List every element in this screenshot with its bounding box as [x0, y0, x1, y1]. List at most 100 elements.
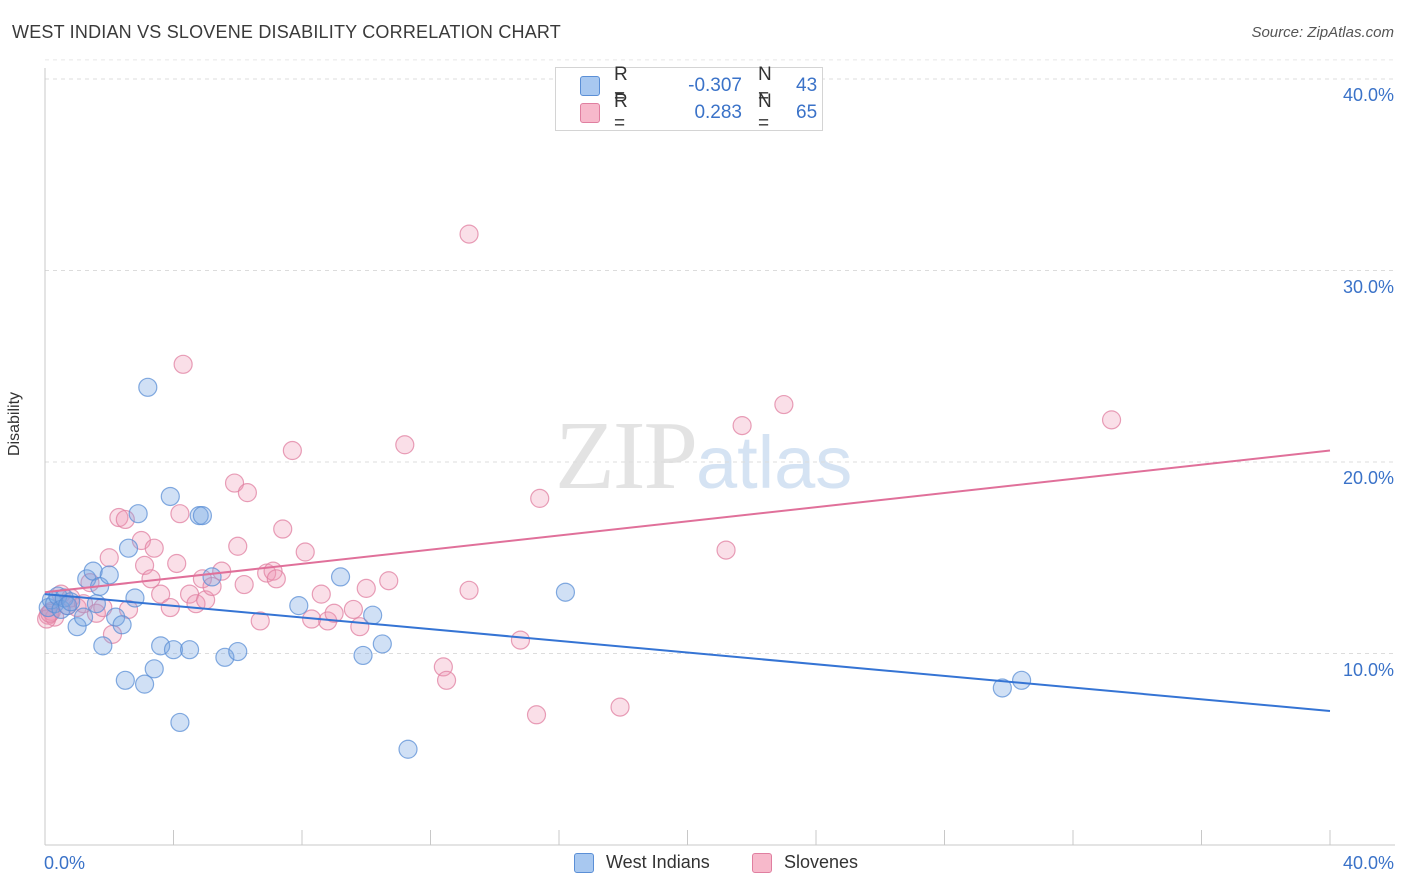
- west-indian-point: [192, 506, 213, 526]
- legend-r-label: R =: [614, 91, 628, 134]
- west-indian-point: [125, 588, 145, 608]
- slovene-point: [379, 571, 399, 591]
- legend-item-slovenes[interactable]: Slovenes: [752, 852, 858, 873]
- west-indian-point: [144, 659, 164, 679]
- legend-swatch-pink: [580, 103, 600, 123]
- slovenes-points: [37, 224, 1122, 725]
- axes: [44, 68, 1395, 846]
- west-indian-point: [115, 670, 135, 690]
- west-indian-point: [372, 634, 392, 654]
- slovene-point: [436, 670, 457, 690]
- west-indian-point: [353, 645, 373, 666]
- slovene-point: [732, 416, 752, 436]
- slovene-point: [324, 603, 344, 623]
- west-indian-point: [106, 607, 126, 627]
- slovene-point: [173, 354, 193, 374]
- y-tick-label: 40.0%: [1342, 85, 1394, 105]
- west-indian-point: [179, 640, 200, 660]
- west-indian-point: [363, 605, 383, 625]
- slovene-point: [144, 538, 164, 558]
- y-tick-label: 20.0%: [1342, 468, 1394, 488]
- slovene-point: [160, 597, 180, 618]
- legend-r-label: R =: [614, 64, 628, 107]
- slovene-point: [459, 224, 479, 244]
- west-indian-point: [163, 640, 184, 660]
- west-indian-point: [160, 486, 180, 507]
- west-indian-point: [151, 636, 171, 656]
- slovene-point: [459, 580, 479, 600]
- west-indian-point: [134, 674, 155, 694]
- watermark-zip: ZIP: [555, 402, 698, 510]
- slovene-point: [151, 584, 171, 604]
- x-tick-label-min: 0.0%: [44, 853, 86, 873]
- west-indian-point: [138, 377, 158, 397]
- x-tick-label-max: 40.0%: [1342, 853, 1394, 873]
- west-indian-point: [112, 615, 132, 635]
- slovene-point: [343, 599, 363, 620]
- source-label: Source: ZipAtlas.com: [1251, 24, 1394, 41]
- slovenes-trend-line: [44, 449, 1331, 594]
- legend-swatch-blue: [574, 852, 594, 873]
- slovene-point: [266, 569, 286, 589]
- slovene-point: [311, 584, 331, 604]
- slovene-point: [610, 697, 630, 717]
- slovene-point: [282, 440, 302, 461]
- slovene-point: [295, 542, 315, 562]
- legend-r-value: 0.283: [694, 102, 742, 123]
- slovene-point: [356, 578, 376, 598]
- legend-label: West Indians: [606, 852, 710, 872]
- trend-lines: [44, 449, 1331, 712]
- slovene-point: [141, 569, 161, 589]
- slovene-point: [526, 705, 547, 725]
- slovene-point: [395, 435, 415, 455]
- slovene-point: [237, 483, 257, 503]
- slovene-point: [224, 473, 245, 493]
- west-indian-point: [398, 739, 418, 759]
- legend-item-west-indians[interactable]: West Indians: [574, 852, 710, 873]
- legend-n-label: N =: [758, 91, 772, 134]
- west-indian-point: [1011, 670, 1032, 690]
- slovene-point: [167, 553, 187, 574]
- west-indian-point: [170, 712, 190, 733]
- y-tick-label: 30.0%: [1342, 276, 1394, 297]
- watermark: ZIPatlas: [555, 400, 852, 512]
- slovene-point: [716, 540, 736, 560]
- legend-r-value: -0.307: [688, 75, 742, 96]
- west-indian-point: [93, 636, 113, 656]
- legend-n-label: N =: [758, 64, 772, 107]
- slovene-point: [228, 536, 248, 556]
- chart-title: WEST INDIAN VS SLOVENE DISABILITY CORREL…: [12, 22, 561, 42]
- slovene-point: [774, 394, 794, 415]
- gridlines: [45, 59, 1395, 654]
- slovene-point: [99, 548, 119, 568]
- west-indian-point: [67, 617, 87, 637]
- slovene-point: [1101, 410, 1122, 430]
- west-indian-point: [555, 582, 576, 602]
- legend-n-value: 43: [796, 75, 818, 96]
- west-indian-point: [99, 565, 119, 585]
- slovene-point: [273, 519, 293, 539]
- slovene-point: [170, 504, 190, 524]
- west-indian-point: [202, 567, 222, 587]
- correlation-legend: R = -0.307 N = 43 R = 0.283 N = 65: [555, 64, 823, 134]
- west-indian-point: [128, 504, 148, 524]
- slovene-point: [234, 574, 254, 595]
- legend-label: Slovenes: [784, 852, 859, 872]
- west-indian-point: [992, 678, 1012, 698]
- west-indians-trend-line: [44, 593, 1331, 712]
- y-tick-label: 10.0%: [1342, 659, 1394, 680]
- west-indian-point: [118, 538, 139, 558]
- y-axis-label: Disability: [6, 391, 23, 456]
- west-indian-point: [289, 596, 309, 616]
- west-indian-point: [228, 641, 248, 662]
- west-indian-point: [330, 567, 351, 587]
- legend-swatch-blue: [580, 76, 600, 96]
- slovene-point: [510, 630, 531, 650]
- slovene-point: [530, 488, 550, 508]
- series-legend: West Indians Slovenes: [0, 852, 1406, 876]
- slovene-point: [250, 611, 270, 631]
- legend-swatch-pink: [752, 852, 772, 873]
- west-indian-point: [73, 607, 94, 627]
- legend-n-value: 65: [796, 102, 818, 123]
